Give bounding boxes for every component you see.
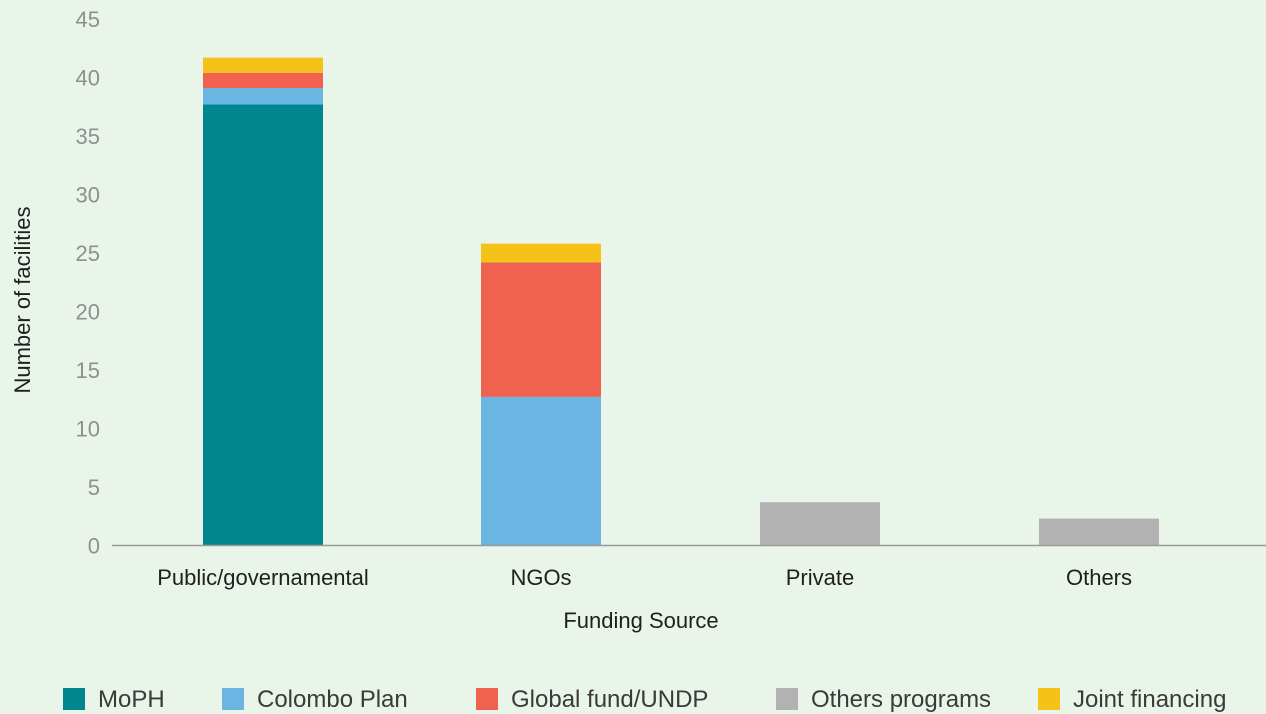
bar-segment	[203, 72, 323, 89]
y-tick-label: 0	[88, 534, 100, 559]
legend-swatch	[476, 688, 498, 710]
bar-segment	[481, 262, 601, 397]
x-category-label: NGOs	[510, 565, 571, 590]
legend-swatch	[1038, 688, 1060, 710]
legend-swatch	[222, 688, 244, 710]
y-tick-label: 40	[76, 66, 100, 91]
legend-label: MoPH	[98, 686, 165, 713]
legend-label: Global fund/UNDP	[511, 686, 708, 713]
legend: MoPH Colombo Plan Global fund/UNDP Others p…	[63, 686, 1226, 713]
bars	[203, 57, 1159, 546]
x-category-label: Private	[786, 565, 854, 590]
bar-segment	[481, 243, 601, 263]
bar-segment	[203, 57, 323, 73]
y-tick-label: 30	[76, 183, 100, 208]
y-tick-label: 5	[88, 475, 100, 500]
legend-label: Others programs	[811, 686, 991, 713]
y-tick-label: 20	[76, 300, 100, 325]
y-tick-label: 45	[76, 7, 100, 32]
y-axis-ticks: 0 5 10 15 20 25 30 35 40 45	[76, 7, 100, 559]
y-tick-label: 10	[76, 417, 100, 442]
bar-segment	[1039, 518, 1159, 546]
bar-segment	[481, 396, 601, 546]
x-axis-title: Funding Source	[563, 608, 718, 633]
y-axis-title: Number of facilities	[10, 206, 35, 393]
y-tick-label: 35	[76, 124, 100, 149]
y-tick-label: 25	[76, 241, 100, 266]
legend-label: Colombo Plan	[257, 686, 408, 713]
y-tick-label: 15	[76, 358, 100, 383]
x-axis-categories: Public/governamental NGOs Private Others	[157, 565, 1132, 590]
legend-swatch	[63, 688, 85, 710]
x-category-label: Public/governamental	[157, 565, 369, 590]
x-category-label: Others	[1066, 565, 1132, 590]
legend-swatch	[776, 688, 798, 710]
bar-segment	[760, 502, 880, 546]
bar-segment	[203, 88, 323, 105]
legend-label: Joint financing	[1073, 686, 1226, 713]
bar-segment	[203, 104, 323, 546]
